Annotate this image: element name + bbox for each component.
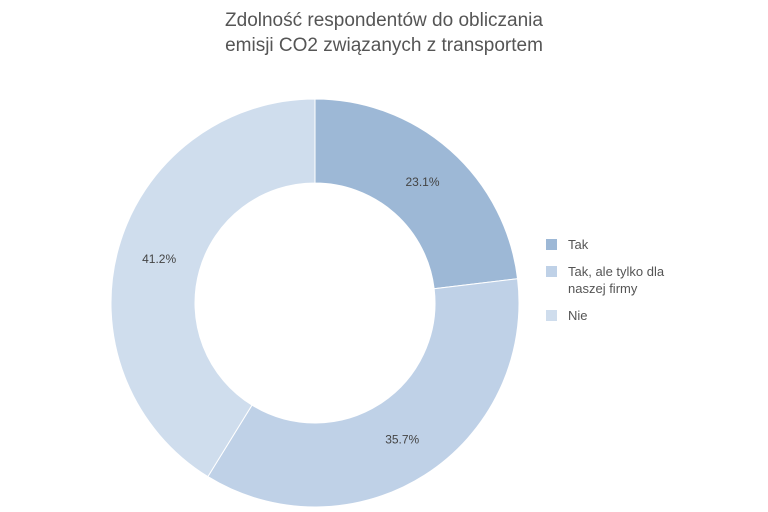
legend-label-nie: Nie [568, 308, 588, 323]
legend: Tak Tak, ale tylko dla naszej firmy Nie [546, 236, 716, 334]
chart-title-line-1: Zdolność respondentów do obliczania [225, 10, 543, 31]
legend-item-nie: Nie [546, 307, 716, 324]
slice-label-nie: 41.2% [142, 252, 176, 266]
legend-item-tak: Tak [546, 236, 716, 253]
legend-label-tak: Tak [568, 237, 589, 252]
slice-label-tak: 23.1% [405, 175, 439, 189]
donut-slice-nie [110, 98, 316, 478]
chart-title-line-2: emisji CO2 związanych z transportem [225, 35, 543, 56]
donut-slice-tak-firma [207, 278, 520, 508]
slice-label-tak-firma: 35.7% [385, 433, 419, 447]
chart-title: Zdolność respondentów do obliczania emis… [0, 8, 768, 58]
legend-item-tak-firma: Tak, ale tylko dla naszej firmy [546, 263, 716, 297]
legend-swatch-nie [546, 310, 557, 321]
legend-label-tak-firma-line-2: naszej firmy [568, 281, 638, 296]
legend-swatch-tak [546, 239, 557, 250]
donut-slice-tak [314, 98, 519, 290]
legend-label-tak-firma-line-1: Tak, ale tylko dla [568, 264, 665, 279]
legend-swatch-tak-firma [546, 266, 557, 277]
